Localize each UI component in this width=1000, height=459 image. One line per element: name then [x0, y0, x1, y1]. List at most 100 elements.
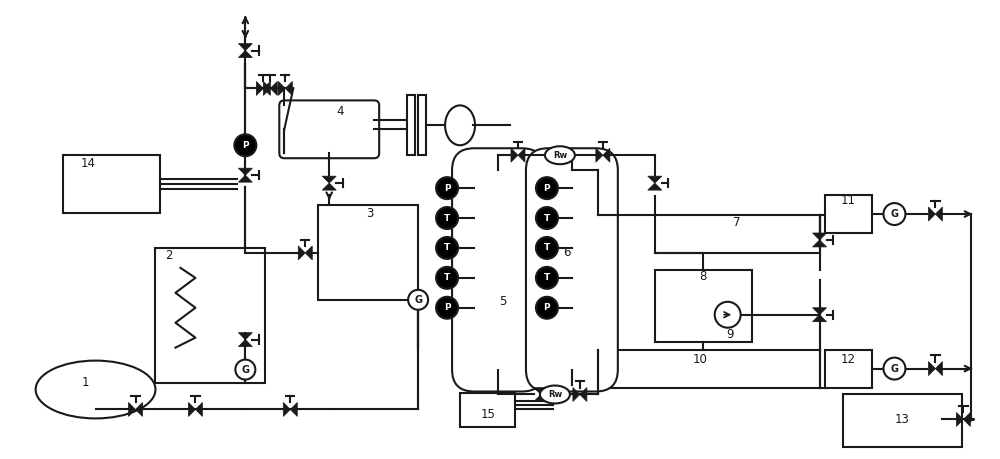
Circle shape	[436, 177, 458, 199]
Polygon shape	[648, 176, 662, 183]
Circle shape	[536, 177, 558, 199]
Text: G: G	[890, 364, 898, 374]
Circle shape	[536, 207, 558, 229]
Polygon shape	[238, 44, 252, 50]
Circle shape	[436, 207, 458, 229]
Circle shape	[536, 237, 558, 259]
Bar	[460, 392, 515, 427]
Polygon shape	[238, 340, 252, 347]
FancyBboxPatch shape	[526, 148, 618, 392]
Text: 4: 4	[336, 105, 344, 118]
Text: T: T	[544, 213, 550, 223]
Text: 6: 6	[563, 246, 571, 259]
Polygon shape	[263, 81, 270, 95]
Polygon shape	[813, 233, 827, 240]
Polygon shape	[534, 387, 548, 394]
Bar	[825, 195, 872, 233]
Ellipse shape	[540, 386, 570, 403]
Polygon shape	[188, 403, 195, 416]
Text: 12: 12	[841, 353, 856, 366]
Text: P: P	[544, 184, 550, 193]
Text: 11: 11	[841, 194, 856, 207]
Text: 15: 15	[481, 408, 495, 421]
Circle shape	[536, 267, 558, 289]
Bar	[825, 350, 872, 387]
Ellipse shape	[36, 361, 155, 419]
Text: 14: 14	[81, 157, 96, 170]
Text: G: G	[414, 295, 422, 305]
Circle shape	[715, 302, 741, 328]
Polygon shape	[935, 362, 942, 375]
Circle shape	[883, 203, 905, 225]
Circle shape	[408, 290, 428, 310]
Polygon shape	[238, 175, 252, 182]
Text: 7: 7	[733, 216, 740, 229]
Polygon shape	[813, 308, 827, 315]
Bar	[318, 205, 418, 300]
Polygon shape	[596, 148, 603, 162]
Polygon shape	[511, 148, 518, 162]
Polygon shape	[129, 403, 136, 416]
Circle shape	[436, 237, 458, 259]
Text: 8: 8	[699, 270, 706, 283]
Polygon shape	[956, 413, 963, 426]
Circle shape	[436, 297, 458, 319]
Bar	[63, 155, 160, 213]
Polygon shape	[136, 403, 142, 416]
Polygon shape	[928, 362, 935, 375]
Polygon shape	[278, 81, 285, 95]
Polygon shape	[238, 168, 252, 175]
Polygon shape	[256, 81, 263, 95]
Polygon shape	[195, 403, 202, 416]
Text: P: P	[544, 303, 550, 312]
Circle shape	[536, 297, 558, 319]
Polygon shape	[322, 176, 336, 183]
Polygon shape	[534, 394, 548, 402]
Polygon shape	[928, 207, 935, 221]
Text: 5: 5	[499, 295, 507, 308]
Text: 2: 2	[165, 249, 172, 263]
Ellipse shape	[545, 146, 575, 164]
Text: T: T	[444, 274, 450, 282]
Polygon shape	[290, 403, 297, 416]
Text: P: P	[242, 141, 249, 150]
Circle shape	[235, 359, 255, 380]
Text: 13: 13	[895, 413, 910, 426]
Text: Rw: Rw	[548, 390, 562, 399]
Text: 9: 9	[726, 328, 733, 341]
FancyBboxPatch shape	[452, 148, 544, 392]
Text: G: G	[241, 364, 249, 375]
Text: 3: 3	[366, 207, 374, 219]
Polygon shape	[813, 240, 827, 247]
Text: P: P	[444, 184, 450, 193]
Circle shape	[436, 267, 458, 289]
Polygon shape	[270, 81, 277, 95]
Polygon shape	[238, 50, 252, 57]
FancyBboxPatch shape	[279, 101, 379, 158]
Text: 10: 10	[692, 353, 707, 366]
Text: T: T	[544, 243, 550, 252]
Polygon shape	[298, 246, 305, 260]
Bar	[843, 394, 962, 448]
Polygon shape	[518, 148, 525, 162]
Bar	[598, 350, 820, 387]
Polygon shape	[935, 207, 942, 221]
Polygon shape	[963, 413, 970, 426]
Polygon shape	[648, 183, 662, 190]
Polygon shape	[305, 246, 312, 260]
Text: T: T	[444, 213, 450, 223]
Bar	[155, 248, 265, 382]
Polygon shape	[238, 333, 252, 340]
Text: T: T	[544, 274, 550, 282]
Bar	[407, 95, 415, 155]
Polygon shape	[322, 183, 336, 190]
Bar	[655, 270, 752, 341]
Text: G: G	[890, 209, 898, 219]
Text: P: P	[444, 303, 450, 312]
Polygon shape	[283, 403, 290, 416]
Bar	[655, 215, 820, 253]
Polygon shape	[285, 81, 292, 95]
Text: T: T	[444, 243, 450, 252]
Circle shape	[234, 134, 256, 156]
Polygon shape	[263, 81, 270, 95]
